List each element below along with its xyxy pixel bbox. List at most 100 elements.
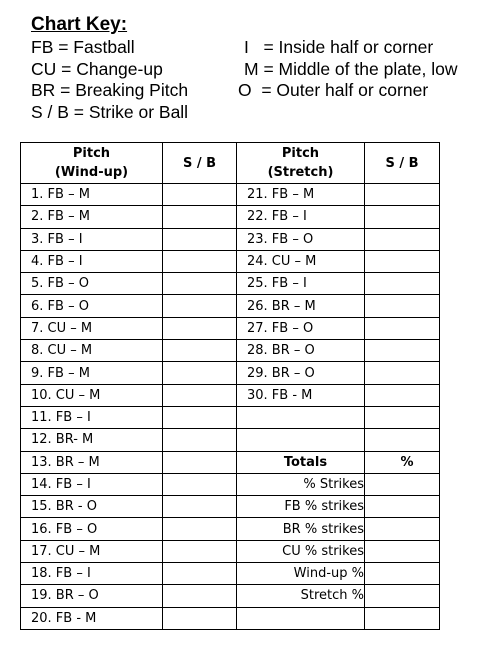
stretch-pitch-cell: 28. BR – O (236, 339, 365, 363)
stat-label (236, 606, 365, 630)
table-row: 3. FB – I 23. FB – O (20, 227, 440, 251)
windup-sb-cell[interactable] (162, 606, 237, 630)
table-row: 12. BR- M (20, 428, 440, 452)
windup-pitch-cell: 1. FB – M (20, 182, 163, 207)
table-row: 17. CU – M CU % strikes (20, 539, 440, 564)
stretch-pitch-cell: 26. BR – M (236, 294, 365, 318)
table-row: 18. FB – I Wind-up % (20, 562, 440, 586)
stretch-sb-cell[interactable] (364, 584, 440, 608)
stretch-sb-cell[interactable] (364, 405, 440, 430)
stat-label: % Strikes (236, 472, 365, 497)
windup-pitch-cell: 12. BR- M (20, 428, 163, 452)
stretch-sb-cell[interactable] (364, 562, 440, 586)
stretch-sb-cell[interactable] (364, 182, 440, 207)
windup-sb-cell[interactable] (162, 249, 237, 274)
stretch-pitch-cell: 22. FB – I (236, 205, 365, 229)
windup-sb-cell[interactable] (162, 383, 237, 407)
stretch-sb-cell[interactable] (364, 361, 440, 385)
table-row: 5. FB – O 25. FB – I (20, 272, 440, 296)
pitch-chart-table: Pitch (Wind-up) S / B Pitch (Stretch) S … (20, 142, 440, 630)
header-pitch-stretch: Pitch (Stretch) (236, 142, 365, 184)
stretch-pitch-cell (236, 428, 365, 452)
table-row: 6. FB – O 26. BR – M (20, 294, 440, 318)
header-pitch-label: Pitch (281, 146, 320, 161)
windup-sb-cell[interactable] (162, 227, 237, 251)
windup-pitch-cell: 20. FB - M (20, 606, 163, 630)
header-pitch-label: Pitch (72, 146, 111, 161)
windup-pitch-cell: 18. FB – I (20, 562, 163, 586)
stat-label: CU % strikes (236, 539, 365, 564)
stretch-sb-cell[interactable] (364, 383, 440, 407)
table-row: 2. FB – M 22. FB – I (20, 205, 440, 229)
stretch-pitch-cell: 24. CU – M (236, 249, 365, 274)
windup-sb-cell[interactable] (162, 294, 237, 318)
windup-sb-cell[interactable] (162, 182, 237, 207)
stretch-sb-cell[interactable] (364, 428, 440, 452)
windup-sb-cell[interactable] (162, 272, 237, 296)
table-row: 10. CU – M 30. FB - M (20, 383, 440, 407)
windup-pitch-cell: 15. BR - O (20, 495, 163, 519)
table-row: 11. FB – I (20, 405, 440, 430)
windup-pitch-cell: 5. FB – O (20, 272, 163, 296)
header-sb-windup: S / B (162, 142, 237, 184)
stretch-sb-cell[interactable] (364, 517, 440, 541)
stretch-sb-cell[interactable] (364, 294, 440, 318)
table-row: 7. CU – M 27. FB – O (20, 316, 440, 341)
windup-pitch-cell: 10. CU – M (20, 383, 163, 407)
table-row: 15. BR - O FB % strikes (20, 495, 440, 519)
key-inside: I = Inside half or corner (244, 37, 434, 57)
windup-sb-cell[interactable] (162, 361, 237, 385)
header-pitch-windup: Pitch (Wind-up) (20, 142, 163, 184)
windup-pitch-cell: 17. CU – M (20, 539, 163, 564)
stretch-sb-cell[interactable] (364, 272, 440, 296)
windup-pitch-cell: 19. BR – O (20, 584, 163, 608)
stretch-pitch-cell: 23. FB – O (236, 227, 365, 251)
table-row: 8. CU – M 28. BR – O (20, 339, 440, 363)
windup-pitch-cell: 11. FB – I (20, 405, 163, 430)
windup-pitch-cell: 9. FB – M (20, 361, 163, 385)
windup-sb-cell[interactable] (162, 316, 237, 341)
key-strike-ball: S / B = Strike or Ball (31, 101, 189, 122)
windup-sb-cell[interactable] (162, 539, 237, 564)
table-row: 20. FB - M (20, 606, 440, 630)
stretch-sb-cell[interactable] (364, 339, 440, 363)
windup-sb-cell[interactable] (162, 472, 237, 497)
stretch-pitch-cell: 30. FB - M (236, 383, 365, 407)
stretch-sb-cell[interactable] (364, 249, 440, 274)
key-row: BR = Breaking Pitch O = Outer half or co… (31, 80, 481, 102)
totals-label: Totals (236, 450, 365, 474)
key-middle: M = Middle of the plate, low (244, 58, 458, 79)
windup-sb-cell[interactable] (162, 584, 237, 608)
stretch-sb-cell[interactable] (364, 539, 440, 564)
stretch-sb-cell[interactable] (364, 227, 440, 251)
header-sb-stretch: S / B (364, 142, 440, 184)
key-row: S / B = Strike or Ball (31, 102, 481, 124)
table-row: 1. FB – M 21. FB – M (20, 182, 440, 207)
stretch-sb-cell[interactable] (364, 205, 440, 229)
key-breaking: BR = Breaking Pitch (31, 80, 189, 100)
percent-label: % (364, 450, 440, 474)
stretch-pitch-cell (236, 405, 365, 430)
stretch-pitch-cell: 25. FB – I (236, 272, 365, 296)
windup-sb-cell[interactable] (162, 205, 237, 229)
windup-sb-cell[interactable] (162, 495, 237, 519)
windup-sb-cell[interactable] (162, 405, 237, 430)
stretch-sb-cell[interactable] (364, 316, 440, 341)
stretch-sb-cell[interactable] (364, 472, 440, 497)
table-row: 4. FB – I 24. CU – M (20, 249, 440, 274)
windup-pitch-cell: 4. FB – I (20, 249, 163, 274)
stretch-sb-cell[interactable] (364, 606, 440, 630)
windup-sb-cell[interactable] (162, 428, 237, 452)
key-changeup: CU = Change-up (31, 58, 163, 79)
windup-sb-cell[interactable] (162, 450, 237, 474)
table-row: 9. FB – M 29. BR – O (20, 361, 440, 385)
windup-pitch-cell: 14. FB – I (20, 472, 163, 497)
windup-sb-cell[interactable] (162, 339, 237, 363)
stretch-pitch-cell: 29. BR – O (236, 361, 365, 385)
header-windup-label: (Wind-up) (54, 165, 129, 180)
stretch-sb-cell[interactable] (364, 495, 440, 519)
windup-sb-cell[interactable] (162, 562, 237, 586)
windup-pitch-cell: 2. FB – M (20, 205, 163, 229)
chart-key-title: Chart Key: (31, 14, 128, 35)
windup-sb-cell[interactable] (162, 517, 237, 541)
